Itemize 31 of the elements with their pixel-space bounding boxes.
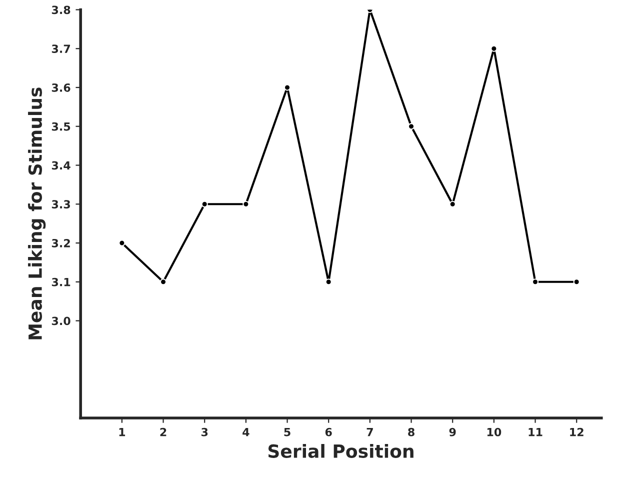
y-tick-label: 3.7 — [52, 44, 70, 53]
y-tick-label: 3.3 — [52, 200, 70, 208]
point — [449, 200, 456, 208]
point — [573, 278, 580, 286]
y-tick-label: 3.2 — [52, 238, 70, 248]
point — [325, 278, 332, 286]
x-tick-label: 7 — [366, 428, 373, 436]
x-tick-label: 10 — [487, 428, 502, 436]
y-axis-title: Mean Liking for Stimulus — [28, 88, 46, 340]
y-tick-label: 3.4 — [52, 161, 70, 170]
x-tick-label: 12 — [570, 428, 584, 436]
point — [118, 240, 126, 246]
y-tick-label: 3.0 — [52, 316, 70, 326]
x-axis-title: Serial Position — [268, 444, 414, 458]
x-tick-label: 2 — [160, 428, 166, 436]
x-tick-label: 3 — [201, 428, 208, 436]
point — [201, 200, 208, 208]
x-tick-label: 6 — [325, 428, 332, 436]
x-tick-label: 1 — [119, 428, 126, 436]
y-tick-label: 3.6 — [52, 83, 70, 92]
x-tick-label: 9 — [449, 428, 456, 436]
y-tick-label: 3.5 — [52, 122, 70, 131]
x-tick-label: 8 — [408, 428, 414, 436]
point — [490, 45, 498, 52]
point — [160, 278, 167, 286]
x-tick-label: 4 — [242, 428, 250, 436]
x-tick-label: 11 — [528, 428, 542, 436]
x-tick-label: 5 — [284, 428, 290, 436]
y-tick-label: 3.1 — [52, 278, 70, 286]
y-tick-label: 3.8 — [52, 6, 70, 14]
point — [242, 200, 250, 208]
